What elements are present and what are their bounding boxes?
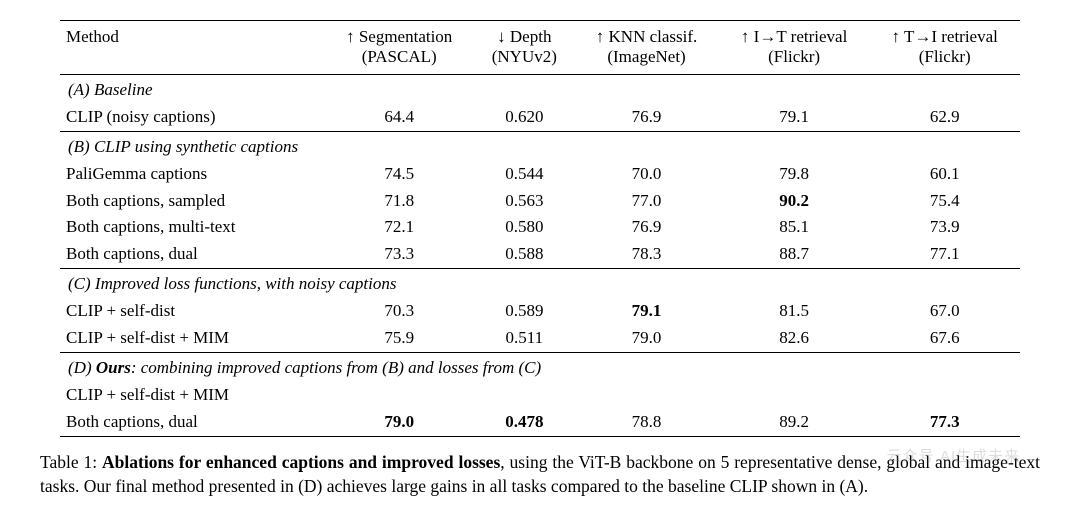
section-header-row: (A) Baseline (60, 74, 1020, 103)
value-cell: 0.589 (474, 298, 574, 325)
caption-label: Table 1: (40, 452, 102, 472)
section-d-line2-label: Both captions, dual (60, 409, 324, 436)
results-table: Method ↑ Segmentation (PASCAL) ↓ Depth (… (60, 20, 1020, 437)
value-cell: 81.5 (719, 298, 870, 325)
value-cell: 79.1 (719, 104, 870, 131)
value-cell: 75.9 (324, 325, 474, 352)
d-cell-4: 77.3 (869, 409, 1020, 436)
value-cell: 90.2 (719, 188, 870, 215)
col-header-knn: ↑ KNN classif. (ImageNet) (574, 21, 719, 75)
table-row: CLIP (noisy captions)64.40.62076.979.162… (60, 104, 1020, 131)
section-d-header: (D) Ours: combining improved captions fr… (60, 353, 1020, 382)
value-cell: 85.1 (719, 214, 870, 241)
method-cell: Both captions, multi-text (60, 214, 324, 241)
col-header-method-label: Method (66, 27, 119, 46)
d-cell-2: 78.8 (574, 409, 719, 436)
value-cell: 78.3 (574, 241, 719, 268)
value-cell: 67.6 (869, 325, 1020, 352)
value-cell: 72.1 (324, 214, 474, 241)
method-cell: CLIP + self-dist (60, 298, 324, 325)
table-row: CLIP + self-dist + MIM75.90.51179.082.66… (60, 325, 1020, 352)
section-header-row: (C) Improved loss functions, with noisy … (60, 269, 1020, 298)
value-cell: 0.544 (474, 161, 574, 188)
value-cell: 0.511 (474, 325, 574, 352)
value-cell: 60.1 (869, 161, 1020, 188)
value-cell: 79.1 (574, 298, 719, 325)
table-row: CLIP + self-dist70.30.58979.181.567.0 (60, 298, 1020, 325)
value-cell: 0.580 (474, 214, 574, 241)
table-caption: Table 1: Ablations for enhanced captions… (40, 451, 1040, 498)
value-cell: 73.3 (324, 241, 474, 268)
section-header-label: (A) Baseline (60, 74, 1020, 103)
col-header-segmentation: ↑ Segmentation (PASCAL) (324, 21, 474, 75)
section-d-line2: Both captions, dual 79.0 0.478 78.8 89.2… (60, 409, 1020, 436)
d-cell-0: 79.0 (324, 409, 474, 436)
table-row: Both captions, multi-text72.10.58076.985… (60, 214, 1020, 241)
table-row: Both captions, dual73.30.58878.388.777.1 (60, 241, 1020, 268)
value-cell: 79.8 (719, 161, 870, 188)
col-header-method: Method (60, 21, 324, 75)
method-cell: Both captions, dual (60, 241, 324, 268)
value-cell: 0.588 (474, 241, 574, 268)
value-cell: 75.4 (869, 188, 1020, 215)
value-cell: 73.9 (869, 214, 1020, 241)
value-cell: 77.1 (869, 241, 1020, 268)
value-cell: 0.563 (474, 188, 574, 215)
value-cell: 70.0 (574, 161, 719, 188)
value-cell: 67.0 (869, 298, 1020, 325)
method-cell: PaliGemma captions (60, 161, 324, 188)
table-header-row: Method ↑ Segmentation (PASCAL) ↓ Depth (… (60, 21, 1020, 75)
value-cell: 70.3 (324, 298, 474, 325)
value-cell: 64.4 (324, 104, 474, 131)
table-row: PaliGemma captions74.50.54470.079.860.1 (60, 161, 1020, 188)
method-cell: CLIP + self-dist + MIM (60, 325, 324, 352)
col-header-depth: ↓ Depth (NYUv2) (474, 21, 574, 75)
value-cell: 76.9 (574, 104, 719, 131)
section-header-label: (B) CLIP using synthetic captions (60, 131, 1020, 160)
value-cell: 0.620 (474, 104, 574, 131)
value-cell: 62.9 (869, 104, 1020, 131)
method-cell: CLIP (noisy captions) (60, 104, 324, 131)
section-d-line1: CLIP + self-dist + MIM (60, 382, 1020, 409)
section-d-header-row: (D) Ours: combining improved captions fr… (60, 353, 1020, 382)
value-cell: 77.0 (574, 188, 719, 215)
value-cell: 79.0 (574, 325, 719, 352)
col-header-ti-retrieval: ↑ T→I retrieval (Flickr) (869, 21, 1020, 75)
value-cell: 76.9 (574, 214, 719, 241)
value-cell: 71.8 (324, 188, 474, 215)
col-header-it-retrieval: ↑ I→T retrieval (Flickr) (719, 21, 870, 75)
caption-bold: Ablations for enhanced captions and impr… (102, 452, 500, 472)
table-row: Both captions, sampled71.80.56377.090.27… (60, 188, 1020, 215)
value-cell: 74.5 (324, 161, 474, 188)
section-d-line1-label: CLIP + self-dist + MIM (60, 382, 1020, 409)
section-header-row: (B) CLIP using synthetic captions (60, 131, 1020, 160)
d-cell-3: 89.2 (719, 409, 870, 436)
method-cell: Both captions, sampled (60, 188, 324, 215)
value-cell: 82.6 (719, 325, 870, 352)
d-cell-1: 0.478 (474, 409, 574, 436)
value-cell: 88.7 (719, 241, 870, 268)
section-header-label: (C) Improved loss functions, with noisy … (60, 269, 1020, 298)
